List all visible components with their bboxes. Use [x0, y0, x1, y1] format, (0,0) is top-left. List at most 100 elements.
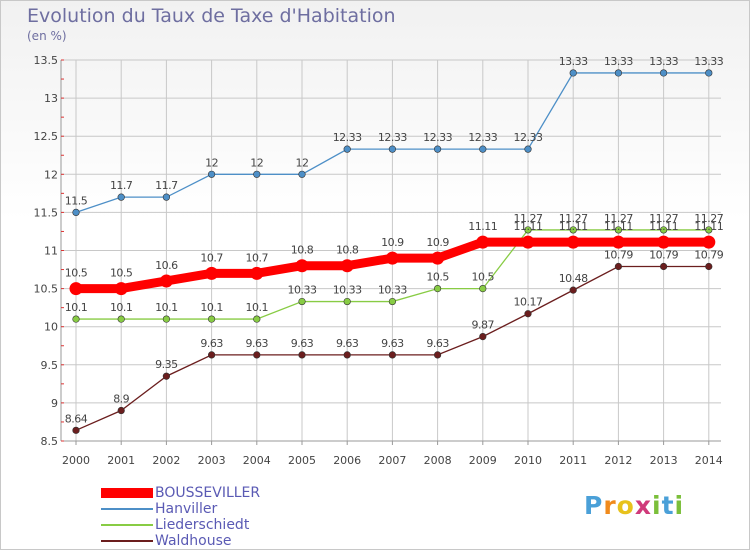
data-point-liederschiedt	[524, 226, 532, 234]
y-tick-label: 10.5	[34, 283, 59, 296]
data-label-liederschiedt: 11.27	[694, 212, 723, 225]
y-tick-label: 12	[44, 168, 58, 181]
logo-letter: t	[661, 491, 675, 520]
data-point-hanviller	[162, 193, 170, 201]
x-tick-label: 2010	[514, 454, 542, 467]
data-point-waldhouse	[614, 262, 623, 271]
data-label-bousseviller: 10.8	[291, 244, 314, 257]
data-label-liederschiedt: 11.27	[514, 212, 543, 225]
data-point-waldhouse	[434, 351, 442, 359]
logo-letter: x	[634, 491, 652, 520]
data-point-waldhouse	[208, 351, 216, 359]
data-point-hanviller	[705, 69, 713, 77]
y-tick-label: 11.5	[34, 206, 59, 219]
data-label-hanviller: 13.33	[559, 55, 588, 68]
y-tick-label: 11	[44, 245, 58, 258]
x-tick-label: 2000	[62, 454, 90, 467]
data-point-waldhouse	[117, 406, 125, 415]
data-label-hanviller: 12	[205, 156, 218, 169]
data-point-bousseviller	[295, 259, 309, 273]
data-label-liederschiedt: 10.5	[472, 271, 495, 284]
unit-label: (en %)	[27, 29, 67, 43]
data-label-liederschiedt: 10.1	[200, 301, 223, 314]
legend-swatch-liederschiedt	[101, 524, 153, 526]
legend-item-hanviller[interactable]: Hanviller	[101, 501, 361, 517]
y-tick-label: 8.5	[41, 435, 59, 448]
data-point-waldhouse	[253, 351, 261, 359]
data-label-waldhouse: 8.64	[65, 412, 88, 425]
data-label-waldhouse: 9.87	[472, 319, 495, 332]
line-chart: 8.5 9 9.5 10 10.5 11 11.5 12 12.5 13 13.5 2000 2001 2…	[34, 54, 725, 467]
x-tick-label: 2002	[152, 454, 180, 467]
data-point-hanviller	[479, 145, 487, 153]
data-point-liederschiedt	[117, 315, 125, 323]
data-point-liederschiedt	[659, 226, 668, 234]
data-point-hanviller	[208, 170, 216, 178]
y-tick-label: 12.5	[34, 130, 59, 143]
x-tick-label: 2009	[469, 454, 497, 467]
legend-item-liederschiedt[interactable]: Liederschiedt	[101, 517, 361, 533]
data-label-liederschiedt: 10.33	[333, 284, 362, 297]
x-tick-label: 2003	[198, 454, 226, 467]
legend-item-bousseviller[interactable]: BOUSSEVILLER	[101, 485, 361, 501]
data-point-bousseviller	[69, 282, 83, 296]
data-label-hanviller: 11.7	[155, 179, 178, 192]
data-point-liederschiedt	[705, 226, 713, 234]
legend-swatch-waldhouse	[101, 540, 153, 542]
data-label-waldhouse: 9.63	[200, 337, 223, 350]
y-tick-label: 13.5	[34, 54, 59, 67]
data-label-hanviller: 12.33	[333, 131, 362, 144]
data-point-bousseviller	[657, 235, 671, 249]
data-label-waldhouse: 9.35	[155, 358, 178, 371]
data-label-waldhouse: 9.63	[381, 337, 404, 350]
data-point-hanviller	[253, 170, 261, 178]
data-point-waldhouse	[524, 310, 532, 318]
data-label-waldhouse: 9.63	[246, 337, 269, 350]
data-label-liederschiedt: 10.1	[155, 301, 178, 314]
legend-label-bousseviller: BOUSSEVILLER	[155, 485, 261, 501]
logo-letter: i	[674, 491, 685, 520]
logo-letter: P	[584, 491, 604, 520]
data-label-bousseviller: 10.8	[336, 244, 359, 257]
y-tick-label: 10	[44, 321, 58, 334]
logo-letter: o	[616, 491, 635, 520]
data-point-liederschiedt	[434, 285, 442, 293]
data-point-waldhouse	[162, 372, 170, 380]
data-label-hanviller: 12.33	[423, 131, 452, 144]
data-point-bousseviller	[702, 235, 716, 249]
data-point-hanviller	[659, 69, 668, 77]
data-label-waldhouse: 8.9	[113, 393, 129, 406]
data-point-bousseviller	[159, 274, 173, 288]
data-label-hanviller: 12	[250, 156, 263, 169]
data-point-liederschiedt	[162, 315, 170, 323]
data-label-waldhouse: 10.79	[604, 249, 633, 262]
data-label-bousseviller: 11.11	[559, 220, 588, 233]
data-point-hanviller	[117, 193, 125, 201]
data-label-waldhouse: 9.63	[426, 337, 449, 350]
data-point-waldhouse	[479, 333, 487, 341]
data-point-bousseviller	[250, 266, 264, 280]
data-point-liederschiedt	[72, 315, 80, 323]
data-label-hanviller: 12.33	[514, 131, 543, 144]
legend-item-waldhouse[interactable]: Waldhouse	[101, 533, 361, 549]
data-label-bousseviller: 10.5	[110, 267, 133, 280]
legend-label-waldhouse: Waldhouse	[155, 533, 232, 549]
data-label-bousseviller: 11.11	[468, 220, 497, 233]
data-label-waldhouse: 10.79	[649, 249, 678, 262]
data-point-hanviller	[388, 145, 397, 153]
data-point-waldhouse	[388, 351, 397, 359]
data-point-hanviller	[569, 69, 577, 77]
x-tick-label: 2012	[604, 454, 632, 467]
data-label-liederschiedt: 11.27	[649, 212, 678, 225]
data-point-hanviller	[298, 170, 306, 178]
data-label-hanviller: 11.7	[110, 179, 133, 192]
data-label-liederschiedt: 10.1	[65, 301, 88, 314]
data-label-waldhouse: 9.63	[336, 337, 359, 350]
data-point-bousseviller	[340, 259, 354, 273]
data-point-hanviller	[72, 208, 80, 216]
x-tick-label: 2001	[107, 454, 135, 467]
x-tick-label: 2013	[650, 454, 678, 467]
x-tick-label: 2004	[243, 454, 271, 467]
data-point-bousseviller	[385, 251, 399, 265]
data-label-liederschiedt: 10.33	[378, 284, 407, 297]
